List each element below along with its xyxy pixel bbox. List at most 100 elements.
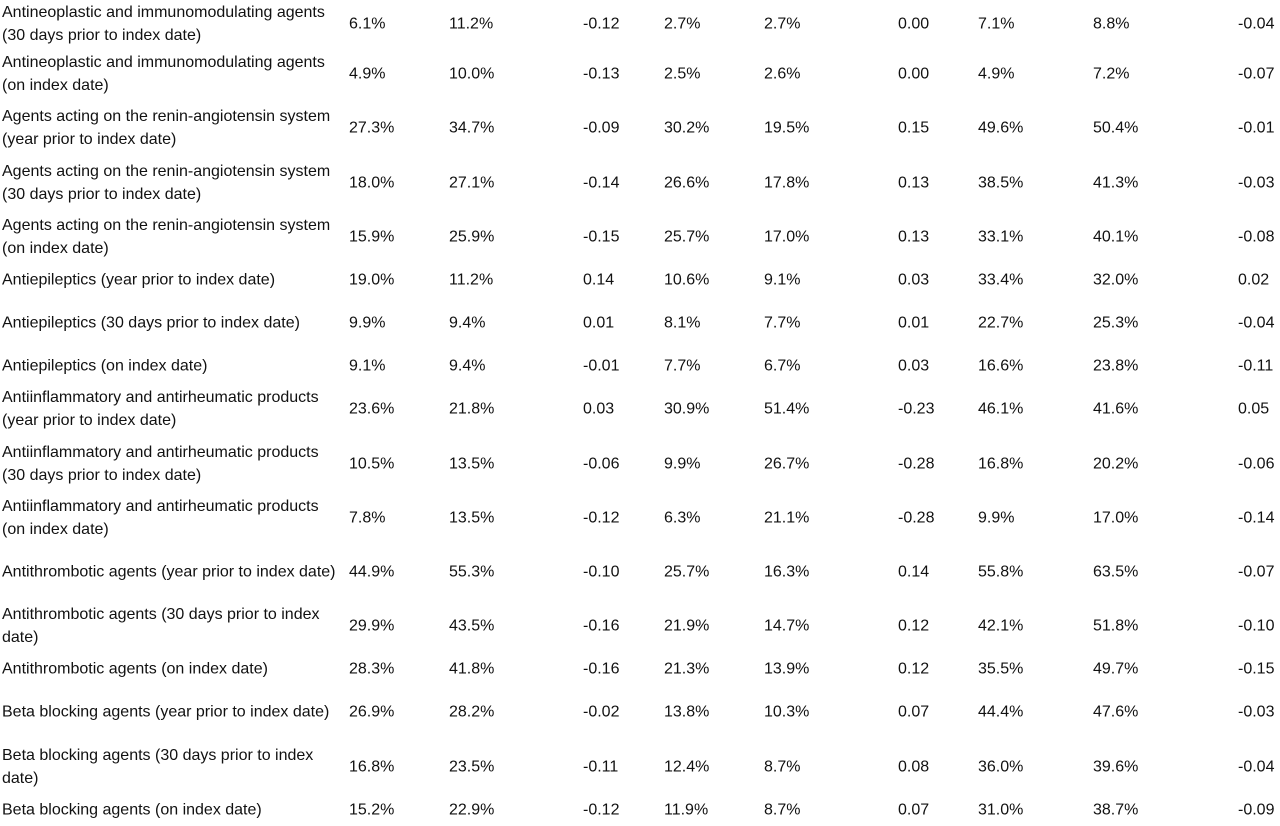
table-cell: 9.1% [764,271,801,289]
table-cell: 9.9% [664,455,701,472]
table-cell: 0.05 [1238,400,1270,418]
table-cell: 14.7% [764,617,810,635]
table-cell: 19.5% [764,119,810,137]
table-row: Antiinflammatory and antirheumatic produ… [0,491,1280,545]
table-cell: 2.5% [664,65,701,83]
table-cell: 40.1% [1093,228,1139,246]
table-cell: 31.0% [978,801,1024,819]
table-cell: 9.9% [978,509,1015,527]
table-cell: 33.4% [978,271,1024,289]
table-cell: -0.12 [583,509,620,527]
table-row: Beta blocking agents (30 days prior to i… [0,739,1280,794]
table-cell: 0.03 [898,357,930,375]
table-cell: 46.1% [978,400,1024,418]
table-cell: -0.06 [583,455,620,472]
table-cell: 0.03 [898,271,930,289]
table-cell: 21.1% [764,509,810,527]
table-cell: 38.5% [978,174,1024,191]
table-cell: 23.8% [1093,357,1139,375]
table-cell: 13.5% [449,455,495,472]
table-cell: 2.7% [764,15,801,32]
table-cell: -0.28 [898,509,935,527]
table-cell: 0.01 [898,314,930,332]
table-cell: 19.0% [349,271,395,289]
table-cell: -0.07 [1238,65,1275,83]
table-cell: 25.7% [664,228,710,246]
table-cell: 0.08 [898,758,930,775]
row-label: Antiinflammatory and antirheumatic produ… [2,389,319,429]
row-label: Antithrombotic agents (year prior to ind… [2,563,336,581]
table-cell: 41.3% [1093,174,1139,191]
table-cell: -0.12 [583,801,620,819]
table-cell: -0.09 [583,119,620,137]
table-cell: -0.01 [583,357,620,375]
table-cell: 16.3% [764,563,810,581]
table-cell: 0.12 [898,617,930,635]
table-row: Antiepileptics (30 days prior to index d… [0,296,1280,350]
table-cell: 9.4% [449,314,486,332]
table-cell: -0.15 [583,228,620,246]
table-cell: 13.9% [764,660,810,678]
table-row: Antiepileptics (on index date) 9.1% 9.4% -0… [0,350,1280,382]
table-cell: 23.6% [349,400,395,418]
table-cell: 47.6% [1093,703,1139,721]
table-cell: 38.7% [1093,801,1139,819]
table-cell: 11.9% [664,801,709,819]
table-cell: -0.04 [1238,314,1275,332]
table-cell: 50.4% [1093,119,1139,137]
table-cell: 23.5% [449,758,495,775]
table-cell: -0.11 [583,758,619,775]
table-cell: 25.3% [1093,314,1139,332]
table-cell: -0.09 [1238,801,1275,819]
table-cell: 0.07 [898,801,930,819]
table-cell: 22.7% [978,314,1024,332]
table-cell: 0.07 [898,703,930,721]
table-cell: -0.10 [583,563,620,581]
table-cell: 15.2% [349,801,395,819]
table-cell: -0.04 [1238,15,1275,32]
row-label: Antiepileptics (year prior to index date… [2,271,276,289]
table-cell: 9.1% [349,357,386,375]
table-cell: 22.9% [449,801,495,819]
table-cell: 9.9% [349,314,386,332]
row-label: Beta blocking agents (on index date) [2,801,262,819]
table-cell: 6.7% [764,357,801,375]
table-cell: -0.16 [583,660,620,678]
table-cell: 0.15 [898,119,930,137]
table-cell: 26.9% [349,703,395,721]
table-cell: 32.0% [1093,271,1139,289]
table-cell: 49.7% [1093,660,1139,678]
table-cell: -0.15 [1238,660,1275,678]
table-cell: 27.3% [349,119,395,137]
row-label: Agents acting on the renin-angiotensin s… [2,162,331,203]
table-cell: 0.12 [898,660,930,678]
table-cell: 11.2% [449,271,494,289]
table-cell: 7.2% [1093,65,1130,83]
table-cell: 11.2% [449,15,494,32]
table-cell: 44.4% [978,703,1024,721]
table-cell: 36.0% [978,758,1024,775]
table-cell: 30.2% [664,119,710,137]
row-label: Antiepileptics (on index date) [2,357,208,375]
table-cell: -0.12 [583,15,620,32]
table-cell: 17.8% [764,174,810,191]
table-cell: 4.9% [978,65,1015,83]
table-cell: 21.8% [449,400,495,418]
table-row: Beta blocking agents (on index date) 15.2… [0,794,1280,826]
table-cell: 39.6% [1093,758,1139,775]
table-cell: 43.5% [449,617,495,635]
table-cell: -0.04 [1238,758,1275,775]
table-cell: 7.1% [978,15,1015,32]
table-cell: 8.1% [664,314,701,332]
table-cell: -0.02 [583,703,620,721]
row-label: Antiinflammatory and antirheumatic produ… [2,443,319,484]
table-row: Agents acting on the renin-angiotensin s… [0,101,1280,155]
table-cell: 18.0% [349,174,395,191]
row-label: Antiinflammatory and antirheumatic produ… [2,498,319,538]
table-row: Agents acting on the renin-angiotensin s… [0,155,1280,210]
table-cell: 41.8% [449,660,495,678]
table-cell: 2.7% [664,15,701,32]
table-cell: 49.6% [978,119,1024,137]
row-label: Beta blocking agents (year prior to inde… [2,703,330,721]
table-cell: 0.01 [583,314,615,332]
